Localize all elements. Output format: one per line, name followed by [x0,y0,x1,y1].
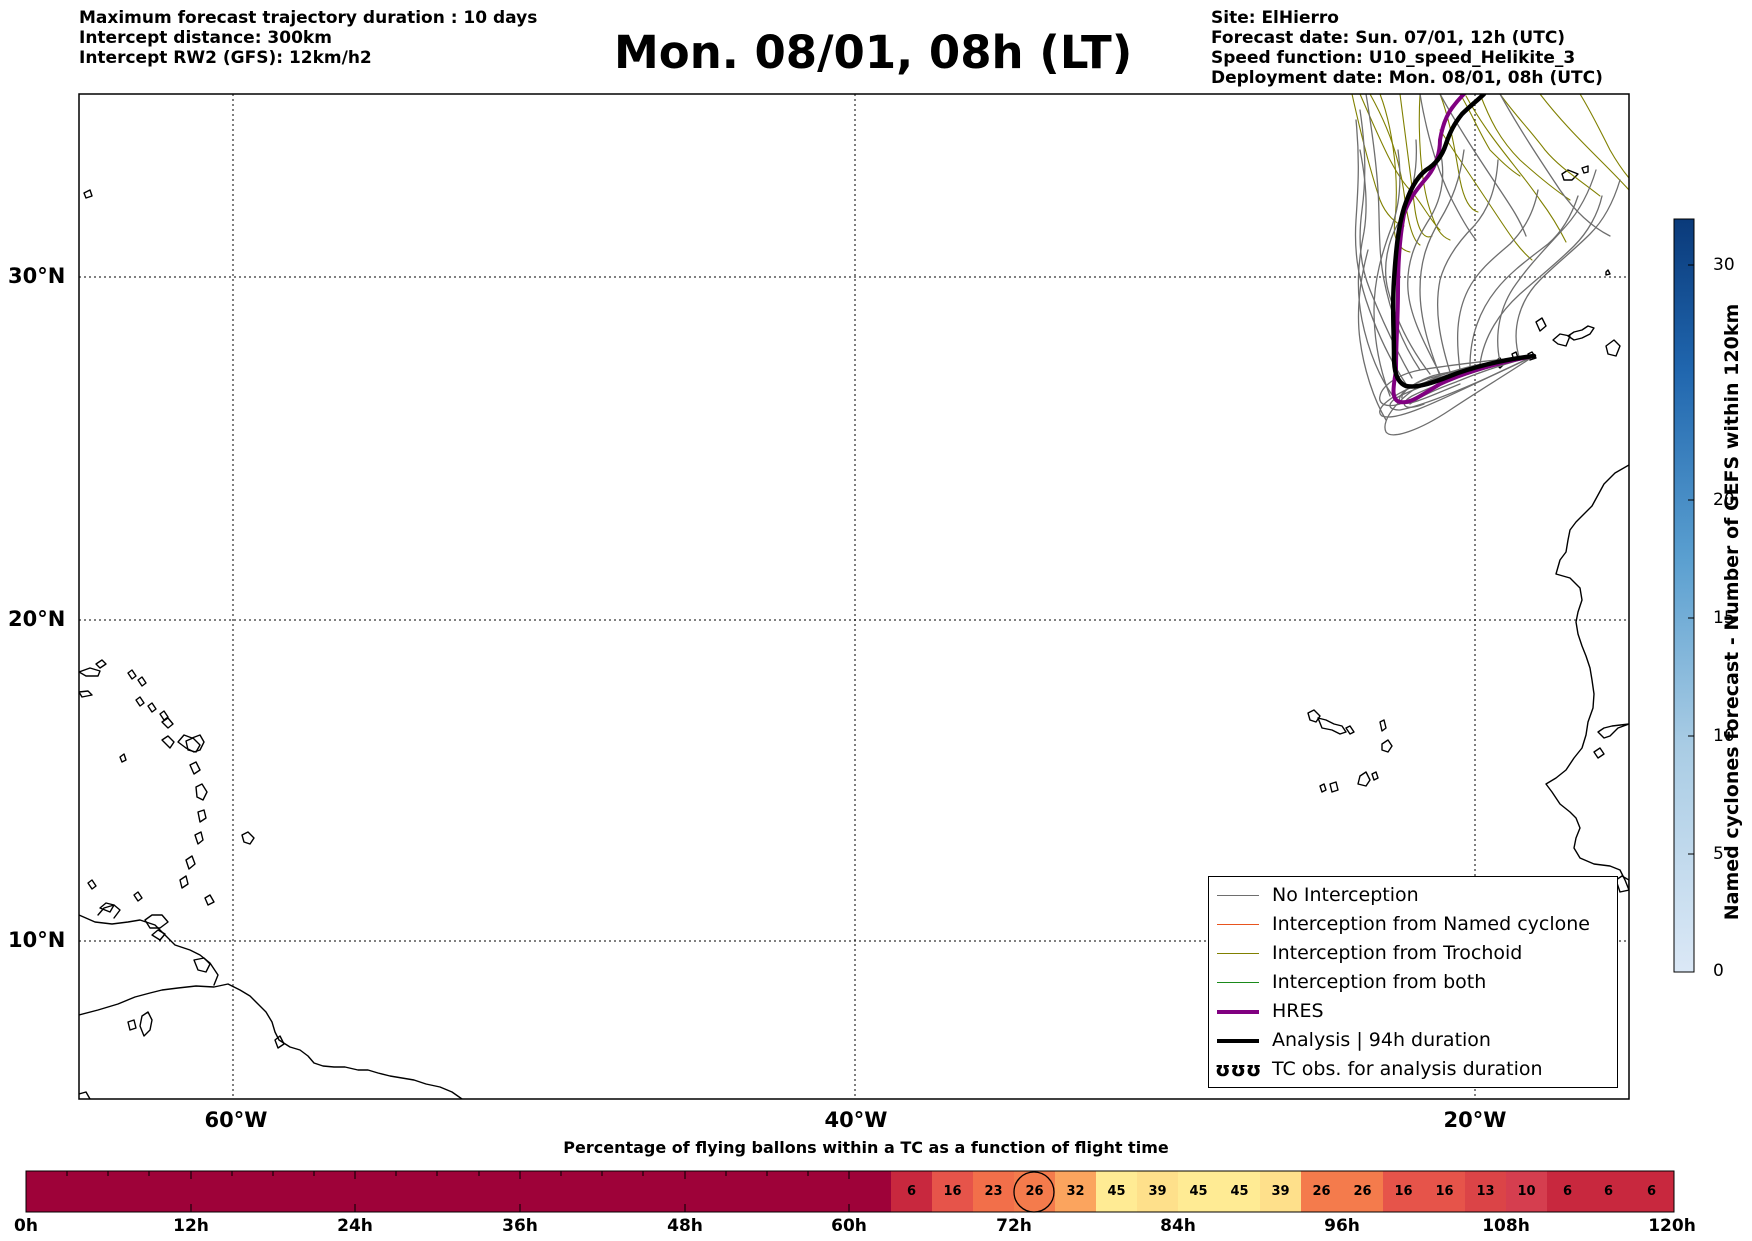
legend-label: HRES [1272,1000,1324,1022]
timebar-hour-label: 12h [173,1216,209,1236]
colorbar-tick-0: 0 [1713,961,1724,981]
info-site: Site: ElHierro [1211,8,1339,28]
trajectories-trochoid [1351,94,1629,261]
info-speed-function: Speed function: U10_speed_Helikite_3 [1211,48,1576,68]
run-info-left: Maximum forecast trajectory duration : 1… [79,8,537,68]
timebar-hour-label: 120h [1648,1216,1696,1236]
colorbar-tick-20: 20 [1713,490,1735,510]
legend-line-black [1217,1039,1259,1043]
timebar-cell: 26 [1312,1184,1331,1199]
timebar-cell: 23 [984,1184,1003,1199]
info-deployment-date: Deployment date: Mon. 08/01, 08h (UTC) [1211,68,1603,88]
timebar-hour-label: 24h [337,1216,373,1236]
timebar-cell-current: 26 [1025,1184,1044,1199]
timebar-cell: 32 [1066,1184,1085,1199]
timebar-hour-label: 84h [1160,1216,1196,1236]
timebar [25,1170,1675,1213]
legend-item-tc-obs: ʊʊʊ TC obs. for analysis duration [1209,1055,1617,1084]
legend-label: Interception from Trochoid [1272,942,1523,964]
info-max-duration: Maximum forecast trajectory duration : 1… [79,8,538,28]
timebar-hour-label: 48h [667,1216,703,1236]
colorbar-tick-5: 5 [1713,844,1724,864]
legend-line-gray [1217,895,1259,896]
timebar-cell: 10 [1517,1184,1536,1199]
timebar-hour-label: 108h [1482,1216,1530,1236]
info-intercept-rw2: Intercept RW2 (GFS): 12km/h2 [79,48,372,68]
legend-label: TC obs. for analysis duration [1272,1058,1543,1080]
colorbar-tick-15: 15 [1713,608,1735,628]
legend-line-purple [1217,1010,1259,1014]
legend-line-olive [1217,953,1259,954]
timebar-cell: 39 [1271,1184,1290,1199]
timebar-title: Percentage of flying ballons within a TC… [563,1138,1169,1157]
colorbar [1673,218,1695,973]
timebar-hour-label: 0h [14,1216,38,1236]
legend-item-no-interception: No Interception [1209,881,1617,910]
timebar-cell: 6 [906,1184,917,1199]
lat-label-20n: 20°N [8,607,66,631]
colorbar-tick-30: 30 [1713,255,1735,275]
timebar-cell: 16 [1394,1184,1413,1199]
run-info-right: Site: ElHierro Forecast date: Sun. 07/01… [1211,8,1603,88]
legend-label: No Interception [1272,884,1419,906]
legend-item-both: Interception from both [1209,968,1617,997]
colorbar-ticks [1688,264,1694,855]
timebar-cell: 16 [943,1184,962,1199]
lon-label-40w: 40°W [824,1108,888,1132]
legend-line-green [1217,982,1259,983]
trajectory-analysis [1390,94,1537,389]
timebar-hour-label: 96h [1324,1216,1360,1236]
timebar-hour-label: 36h [502,1216,538,1236]
timebar-cell: 6 [1646,1184,1657,1199]
legend-item-trochoid: Interception from Trochoid [1209,939,1617,968]
lon-label-20w: 20°W [1443,1108,1507,1132]
timebar-cell: 45 [1107,1184,1126,1199]
coastlines [79,165,1629,1099]
current-time-marker [1013,1171,1055,1213]
timebar-hour-label: 60h [831,1216,867,1236]
legend-line-orange [1217,924,1259,925]
colorbar-tick-10: 10 [1713,726,1735,746]
legend-item-hres: HRES [1209,997,1617,1026]
lat-label-10n: 10°N [8,928,66,952]
trajectory-hres [1391,94,1536,405]
tc-symbol-icon: ʊʊʊ [1215,1057,1262,1081]
info-intercept-distance: Intercept distance: 300km [79,28,332,48]
legend-item-named-cyclone: Interception from Named cyclone [1209,910,1617,939]
legend-label: Analysis | 94h duration [1272,1029,1491,1051]
lat-label-30n: 30°N [8,264,66,288]
map-frame [78,93,1630,1100]
timebar-cell: 45 [1230,1184,1249,1199]
legend-label: Interception from Named cyclone [1272,913,1590,935]
timebar-cell: 45 [1189,1184,1208,1199]
timebar-cell: 16 [1435,1184,1454,1199]
timebar-hour-label: 72h [996,1216,1032,1236]
map-legend: No Interception Interception from Named … [1208,876,1618,1088]
legend-item-analysis: Analysis | 94h duration [1209,1026,1617,1055]
timebar-cell: 26 [1353,1184,1372,1199]
timebar-cell: 6 [1603,1184,1614,1199]
page-title: Mon. 08/01, 08h (LT) [614,26,1133,79]
timebar-cell: 39 [1148,1184,1167,1199]
timebar-cell: 6 [1562,1184,1573,1199]
lon-label-60w: 60°W [204,1108,268,1132]
timebar-cell: 13 [1476,1184,1495,1199]
trajectories-no-interception [1354,94,1621,436]
legend-label: Interception from both [1272,971,1487,993]
info-forecast-date: Forecast date: Sun. 07/01, 12h (UTC) [1211,28,1566,48]
